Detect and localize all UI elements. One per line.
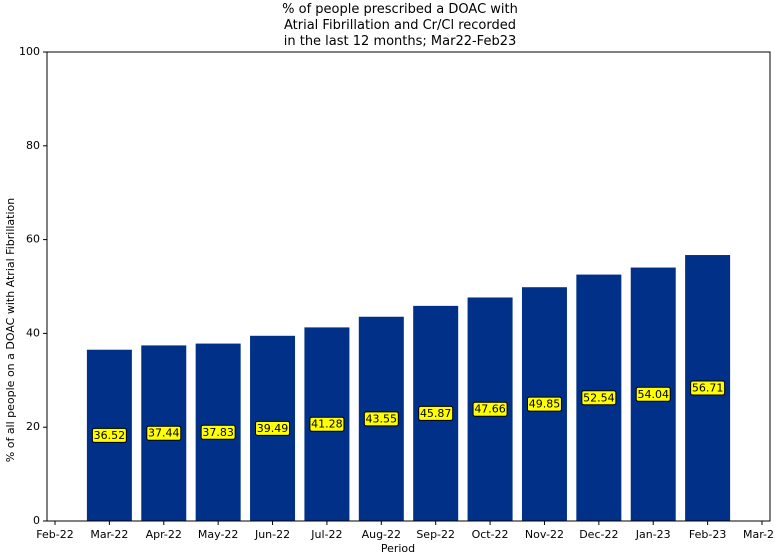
x-tick-label: Apr-22	[146, 528, 182, 541]
y-tick-label: 60	[26, 233, 40, 246]
x-tick-label: Dec-22	[579, 528, 618, 541]
data-label: 39.49	[257, 422, 289, 435]
x-tick-label: Mar-23	[743, 528, 775, 541]
data-label: 54.04	[637, 388, 669, 401]
x-tick-label: Mar-22	[90, 528, 128, 541]
data-label: 49.85	[529, 398, 561, 411]
x-tick-label: Jul-22	[310, 528, 342, 541]
data-label-box	[363, 411, 399, 427]
plot-frame	[46, 51, 771, 522]
data-label-box	[581, 390, 617, 406]
data-label-box	[526, 396, 562, 412]
chart-title: % of people prescribed a DOAC with Atria…	[282, 2, 518, 49]
x-tick-label: Jun-22	[254, 528, 290, 541]
x-tick-label: Jan-23	[635, 528, 671, 541]
data-label: 37.83	[202, 426, 234, 439]
y-tick-label: 80	[26, 139, 40, 152]
data-label-box	[635, 386, 671, 402]
y-tick-label: 100	[19, 45, 40, 58]
x-tick-label: Feb-22	[36, 528, 73, 541]
data-label-box	[472, 401, 508, 417]
data-label: 41.28	[311, 418, 343, 431]
data-label-box	[91, 427, 127, 443]
data-label: 37.44	[148, 427, 180, 440]
data-label-box	[418, 405, 454, 421]
data-label: 52.54	[583, 391, 615, 404]
data-label-box	[309, 416, 345, 432]
data-label-box	[690, 380, 726, 396]
x-tick-label: May-22	[198, 528, 239, 541]
x-tick-label: Oct-22	[472, 528, 509, 541]
x-tick-label: Aug-22	[362, 528, 401, 541]
data-label-box	[255, 420, 291, 436]
y-axis-label: % of all people on a DOAC with Atrial Fi…	[4, 198, 17, 463]
x-axis-label: Period	[381, 542, 415, 555]
data-label: 47.66	[474, 403, 506, 416]
y-tick-label: 40	[26, 326, 40, 339]
data-label: 56.71	[692, 382, 724, 395]
x-tick-label: Nov-22	[525, 528, 564, 541]
data-label-box	[200, 424, 236, 440]
data-label: 43.55	[366, 412, 398, 425]
x-tick-label: Sep-22	[416, 528, 455, 541]
x-tick-label: Feb-23	[689, 528, 726, 541]
data-label: 36.52	[94, 429, 126, 442]
data-label-box	[146, 425, 182, 441]
y-tick-label: 0	[33, 514, 40, 527]
data-label: 45.87	[420, 407, 452, 420]
y-tick-label: 20	[26, 420, 40, 433]
